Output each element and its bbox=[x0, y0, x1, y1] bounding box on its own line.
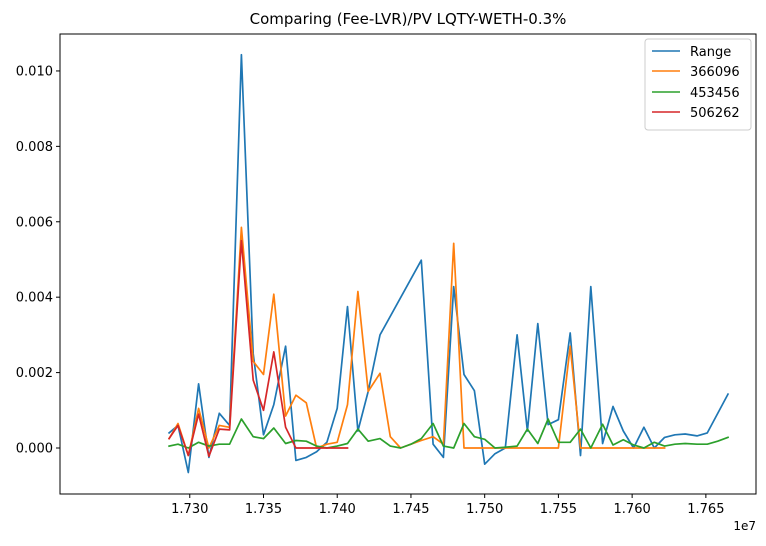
x-tick-label: 1.740 bbox=[319, 502, 356, 517]
x-tick-label: 1.745 bbox=[392, 502, 429, 517]
x-tick-label: 1.750 bbox=[466, 502, 503, 517]
legend-label-453456: 453456 bbox=[690, 86, 740, 101]
chart-title: Comparing (Fee-LVR)/PV LQTY-WETH-0.3% bbox=[250, 10, 567, 28]
plot-frame bbox=[59, 33, 757, 495]
x-tick-label: 1.730 bbox=[171, 502, 208, 517]
x-tick-label: 1.765 bbox=[687, 502, 724, 517]
x-tick-label: 1.735 bbox=[245, 502, 282, 517]
y-tick-label: 0.004 bbox=[16, 291, 53, 306]
series-layer bbox=[167, 53, 730, 474]
x-tick-label: 1.755 bbox=[540, 502, 577, 517]
y-tick-label: 0.008 bbox=[16, 140, 53, 155]
x-axis: 1.730 1.735 1.740 1.745 1.750 1.755 1.760 1.765 bbox=[171, 494, 724, 517]
x-axis-offset-label: 1e7 bbox=[733, 519, 756, 533]
x-tick-label: 1.760 bbox=[614, 502, 651, 517]
y-tick-label: 0.010 bbox=[16, 64, 53, 79]
y-axis: 0.000 0.002 0.004 0.006 0.008 0.010 bbox=[16, 64, 60, 457]
y-tick-label: 0.002 bbox=[16, 366, 53, 381]
series-line-453456 bbox=[168, 418, 730, 449]
legend-box bbox=[644, 38, 752, 131]
legend-label-range: Range bbox=[690, 45, 731, 60]
y-tick-label: 0.000 bbox=[16, 442, 53, 457]
legend-label-366096: 366096 bbox=[690, 65, 740, 80]
y-tick-label: 0.006 bbox=[16, 215, 53, 230]
legend: Range 366096 453456 506262 bbox=[644, 38, 752, 131]
series-line-506262 bbox=[167, 239, 349, 458]
legend-label-506262: 506262 bbox=[690, 106, 740, 121]
